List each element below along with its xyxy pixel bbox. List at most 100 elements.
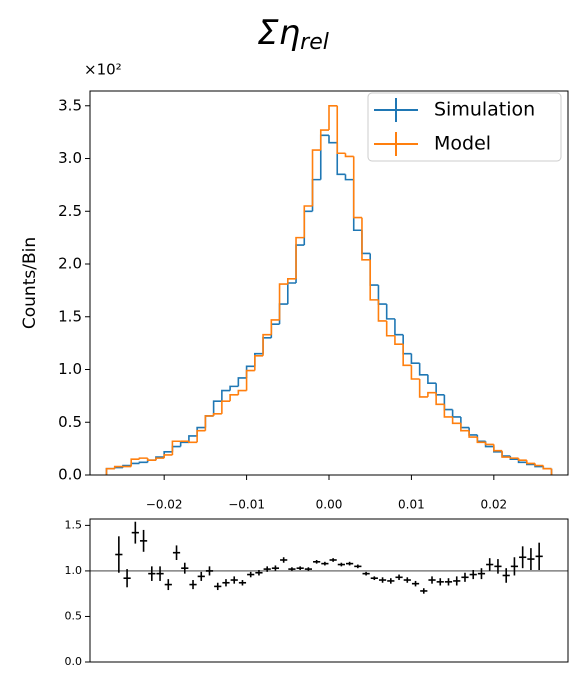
ratio-point [139, 529, 148, 552]
ratio-point [321, 561, 329, 566]
histogram-step [278, 283, 288, 320]
histogram-step [295, 236, 305, 279]
histogram-step [352, 179, 362, 232]
ratio-point [461, 572, 469, 582]
ratio-point [436, 578, 444, 586]
histogram-step [402, 334, 412, 355]
histogram-step [410, 353, 420, 364]
ratio-point [403, 577, 411, 583]
histogram-step [204, 415, 214, 428]
ratio-point [222, 579, 230, 587]
histogram-step [319, 134, 329, 180]
ratio-point [428, 576, 436, 584]
ratio-point [444, 578, 453, 586]
y-axis-label: Counts/Bin [20, 237, 40, 329]
histogram-step [352, 156, 362, 219]
y-tick-label: 1.5 [65, 518, 83, 531]
histogram-step [113, 466, 123, 469]
ratio-point [370, 576, 378, 581]
y-tick-label: 1.0 [65, 564, 83, 577]
histogram-step [468, 427, 478, 436]
x-tick-label: 0.02 [480, 498, 507, 512]
ratio-point [535, 542, 543, 571]
ratio-point [337, 562, 345, 567]
histogram-step [311, 178, 321, 212]
histogram-step [369, 253, 379, 286]
ratio-point [115, 536, 123, 573]
ratio-point [148, 566, 156, 581]
histogram-step [196, 426, 206, 436]
histogram-step [435, 392, 445, 406]
histogram-step [130, 458, 140, 467]
ratio-point [362, 571, 370, 576]
y-tick-label: 2.0 [58, 255, 82, 273]
ratio-point [271, 565, 280, 571]
histogram-step [311, 149, 321, 206]
histogram-step [212, 400, 222, 416]
histogram-step [295, 244, 305, 283]
histogram-step [105, 467, 115, 475]
ratio-point [469, 570, 477, 580]
ratio-point [197, 571, 205, 581]
histogram-step [344, 174, 354, 181]
histogram-step [517, 458, 527, 462]
histogram-step [328, 104, 338, 131]
histogram-step [303, 210, 313, 246]
histogram-step [328, 135, 338, 144]
histogram-step [113, 465, 123, 469]
histogram-step [212, 413, 222, 416]
histogram-step [451, 409, 461, 418]
histogram-step [361, 230, 371, 255]
ratio-point [527, 548, 535, 571]
histogram-step [402, 344, 412, 367]
histogram-step [344, 153, 354, 158]
ratio-point [255, 570, 263, 576]
x-tick-label: 0.01 [398, 498, 425, 512]
ratio-point [519, 546, 527, 569]
ratio-point [329, 558, 337, 562]
ratio-point [477, 568, 486, 580]
y-tick-label: 3.5 [58, 96, 82, 114]
ratio-point [123, 569, 131, 588]
histogram-step [171, 440, 181, 455]
histogram-step [138, 457, 148, 460]
histogram-step [270, 319, 280, 335]
histogram-step [385, 304, 395, 320]
ratio-point [387, 578, 395, 584]
axes-frame [89, 518, 569, 663]
histogram-step [204, 415, 214, 431]
histogram-step [501, 450, 511, 458]
histogram-step [361, 217, 371, 261]
ratio-point [247, 571, 255, 578]
histogram-step [286, 282, 297, 305]
ratio-point [280, 557, 288, 563]
histogram-step [336, 142, 346, 176]
ratio-point [502, 568, 510, 583]
histogram-step [394, 318, 404, 336]
histogram-step [435, 383, 445, 396]
histogram-step [509, 457, 519, 459]
histogram-step [262, 333, 272, 356]
ratio-point [420, 588, 428, 594]
histogram-step [303, 205, 313, 238]
histogram-step [484, 442, 494, 446]
ratio-point [378, 577, 387, 583]
histogram-step [443, 404, 453, 418]
y-tick-label: 2.5 [58, 202, 82, 220]
ratio-point [288, 567, 296, 571]
y-tick-label: 1.5 [58, 307, 82, 325]
histogram-step [377, 285, 387, 305]
histogram-step [270, 323, 280, 338]
histogram-step [443, 394, 453, 411]
ratio-point [313, 559, 321, 564]
x-tick-label: 0.00 [316, 498, 343, 512]
histogram-step [468, 430, 478, 438]
ratio-point [205, 566, 214, 576]
chart-title: Σηrel [257, 13, 329, 56]
histogram-step [427, 391, 437, 397]
ratio-point [156, 566, 164, 581]
histogram-step [418, 363, 428, 376]
ratio-point [164, 579, 172, 591]
histogram-step [319, 129, 329, 151]
